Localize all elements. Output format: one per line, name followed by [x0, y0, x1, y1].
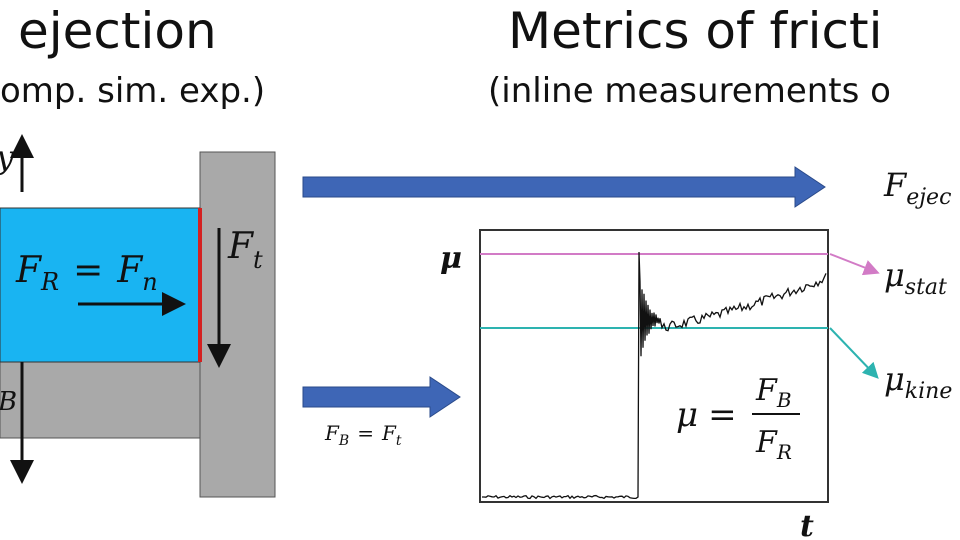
formula-num: FB — [755, 373, 792, 412]
sub: ejec — [906, 185, 951, 210]
static-pointer — [829, 253, 880, 276]
right-title: Metrics of fricti — [508, 2, 883, 60]
sub: B — [776, 388, 792, 412]
sym: F — [883, 166, 908, 204]
kinetic-pointer — [829, 327, 879, 379]
top-arrow-label: y — [0, 138, 15, 176]
sub: t — [253, 246, 263, 274]
sym: μ — [884, 360, 905, 398]
y-axis-label: μ — [440, 241, 462, 276]
formula-den: FR — [755, 425, 792, 464]
sym: F — [116, 250, 144, 291]
sub: R — [776, 440, 792, 464]
sym: μ — [676, 395, 698, 435]
left-subtitle: omp. sim. exp.) — [0, 71, 265, 111]
op: = — [357, 421, 374, 445]
force-equation: FR = Fn — [15, 250, 158, 296]
bottom-arrow-label: B — [0, 387, 17, 417]
sym: F — [381, 421, 397, 445]
friction-trace — [482, 251, 827, 500]
arrow-ejection — [302, 166, 826, 208]
sub: kine — [905, 379, 953, 404]
left-title: ejection — [18, 2, 217, 60]
x-axis-label: t — [800, 509, 814, 540]
sub: t — [396, 433, 402, 449]
arrow-friction — [302, 376, 461, 418]
base-block — [0, 361, 201, 439]
sym: F — [755, 425, 778, 460]
sym: F — [755, 373, 778, 408]
output-kinetic: μkine — [884, 360, 952, 404]
formula-lhs: μ = — [676, 395, 737, 435]
sym: F — [227, 226, 255, 267]
op: = — [708, 395, 737, 435]
wall — [199, 151, 276, 498]
plot-frame — [479, 229, 829, 503]
arrow-equation: FB = Ft — [324, 421, 402, 449]
specimen — [0, 207, 201, 363]
op: = — [73, 250, 103, 291]
sym: μ — [884, 256, 905, 294]
sub: n — [142, 268, 157, 296]
wall-force: Ft — [227, 226, 263, 274]
sub: B — [338, 433, 349, 449]
sym: F — [324, 421, 340, 445]
sym: F — [15, 250, 43, 291]
output-static: μstat — [884, 256, 947, 300]
output-ejection: Fejec — [883, 166, 951, 210]
right-subtitle: (inline measurements o — [488, 71, 891, 111]
sub: stat — [905, 275, 947, 300]
sub: R — [40, 268, 59, 296]
